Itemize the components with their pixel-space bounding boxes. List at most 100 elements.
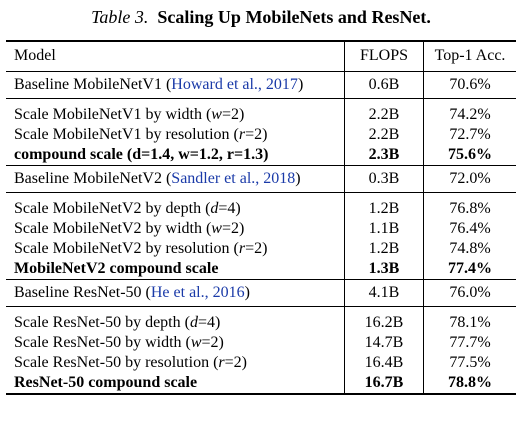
scale-variable: w [211,105,222,123]
flops-cell: 16.4B [344,352,424,373]
model-cell: Baseline ResNet-50 (He et al., 2016) [6,278,345,307]
model-cell: Scale ResNet-50 by width (w=2) [6,332,345,353]
accuracy-cell: 76.0% [423,278,516,307]
model-cell: Scale MobileNetV1 by width (w=2) [6,104,345,125]
table-number: Table 3. [91,7,149,27]
model-cell: Scale MobileNetV2 by depth (d=4) [6,198,345,219]
table-row: Scale ResNet-50 by depth (d=4) 16.2B 78.1% [6,312,516,333]
baseline-row: Baseline MobileNetV1 (Howard et al., 201… [6,71,516,99]
table-body: Baseline MobileNetV1 (Howard et al., 201… [6,71,516,395]
table-row: ResNet-50 compound scale 16.7B 78.8% [6,372,516,395]
table-row: Scale MobileNetV2 by depth (d=4) 1.2B 76.8… [6,198,516,219]
accuracy-cell: 72.0% [423,164,516,193]
model-name: Baseline MobileNetV2 [14,169,162,187]
flops-cell: 2.2B [344,124,424,145]
model-name: Scale ResNet-50 by resolution ( [14,353,219,371]
table-row: MobileNetV2 compound scale 1.3B 77.4% [6,258,516,279]
flops-cell: 2.2B [344,104,424,125]
scale-variable: d [210,199,219,217]
scale-value: =2) [221,105,245,123]
model-name: MobileNetV2 compound scale [14,259,219,277]
model-cell: Scale MobileNetV2 by width (w=2) [6,218,345,239]
accuracy-cell: 72.7% [449,125,491,143]
flops-cell: 2.3B [344,144,424,165]
accuracy-cell: 77.4% [448,259,492,277]
spacer-cell [6,192,345,199]
spacer-cell [344,192,424,199]
header-model: Model [6,40,345,72]
accuracy-cell: 74.8% [449,239,491,257]
accuracy-cell: 77.5% [449,353,491,371]
model-name: Scale MobileNetV1 by width ( [14,105,212,123]
model-cell: ResNet-50 compound scale [6,372,345,395]
accuracy-cell: 70.6% [423,71,516,99]
model-name: Scale MobileNetV2 by resolution ( [14,239,239,257]
citation-link[interactable]: He et al., 2016 [150,283,245,301]
scale-value: =2) [224,353,247,371]
scale-value: =4) [197,313,221,331]
spacer-row [6,306,516,313]
model-cell: Scale MobileNetV2 by resolution (r=2) [6,238,345,259]
scale-variable: d [189,313,198,331]
table-row: Scale MobileNetV1 by resolution (r=2) 2.2… [6,124,516,145]
spacer-cell [6,98,345,105]
flops-cell: 1.3B [344,258,424,279]
flops-cell: 14.7B [344,332,424,353]
accuracy-cell: 78.1% [449,313,491,331]
flops-cell: 0.3B [344,164,424,193]
spacer-row [6,98,516,105]
table-row: Scale MobileNetV1 by width (w=2) 2.2B 74.2… [6,104,516,125]
accuracy-cell: 78.8% [423,372,516,395]
header-row: Model FLOPS Top-1 Acc. [6,40,516,72]
model-name: Scale ResNet-50 by width ( [14,333,191,351]
baseline-row: Baseline ResNet-50 (He et al., 2016) 4.1B… [6,278,516,307]
model-cell: compound scale (d=1.4, w=1.2, r=1.3) [6,144,345,165]
model-name: Scale MobileNetV2 by depth ( [14,199,211,217]
scale-variable: r [238,125,246,143]
model-cell: Scale ResNet-50 by resolution (r=2) [6,352,345,373]
spacer-cell [344,306,424,313]
scale-variable: w [211,219,222,237]
table-title: Scaling Up MobileNets and ResNet. [157,7,431,27]
model-cell: Baseline MobileNetV2 (Sandler et al., 20… [6,164,345,193]
spacer-row [6,192,516,199]
model-cell: Baseline MobileNetV1 (Howard et al., 201… [6,71,345,99]
model-cell: MobileNetV2 compound scale [6,258,345,279]
accuracy-cell: 75.6% [448,145,492,163]
model-name: Baseline ResNet-50 [14,283,142,301]
header-flops: FLOPS [344,40,424,72]
model-name: Scale ResNet-50 by depth ( [14,313,190,331]
header-accuracy: Top-1 Acc. [423,40,516,72]
model-name: Scale MobileNetV2 by width ( [14,219,212,237]
results-table: Model FLOPS Top-1 Acc. Baseline MobileNe… [6,40,516,395]
citation-link[interactable]: Howard et al., 2017 [171,75,298,93]
citation-link[interactable]: Sandler et al., 2018 [171,169,296,187]
baseline-row: Baseline MobileNetV2 (Sandler et al., 20… [6,164,516,193]
table-row: Scale MobileNetV2 by resolution (r=2) 1.2… [6,238,516,259]
scale-value: =2) [245,239,268,257]
flops-cell: 16.7B [344,372,424,395]
model-name: Baseline MobileNetV1 [14,75,162,93]
flops-cell: 4.1B [344,278,424,307]
scale-value: =2) [245,125,268,143]
flops-cell: 1.2B [344,198,424,219]
model-name: Scale MobileNetV1 by resolution ( [14,125,239,143]
accuracy-cell: 76.8% [449,199,491,217]
model-cell: Scale ResNet-50 by depth (d=4) [6,312,345,333]
spacer-cell [344,98,424,105]
accuracy-cell: 76.4% [449,219,491,237]
scale-value: =4) [218,199,241,217]
accuracy-cell: 77.7% [449,333,491,351]
model-name: ResNet-50 compound scale [14,373,198,391]
table-row: Scale ResNet-50 by resolution (r=2) 16.4B… [6,352,516,373]
model-cell: Scale MobileNetV1 by resolution (r=2) [6,124,345,145]
flops-cell: 1.2B [344,238,424,259]
flops-cell: 1.1B [344,218,424,239]
spacer-cell [6,306,345,313]
table-caption: Table 3. Scaling Up MobileNets and ResNe… [0,6,522,28]
table-row: Scale MobileNetV2 by width (w=2) 1.1B 76.4… [6,218,516,239]
scale-variable: r [218,353,225,371]
scale-variable: r [238,239,246,257]
scale-value: =2) [221,219,245,237]
scale-variable: w [190,333,202,351]
